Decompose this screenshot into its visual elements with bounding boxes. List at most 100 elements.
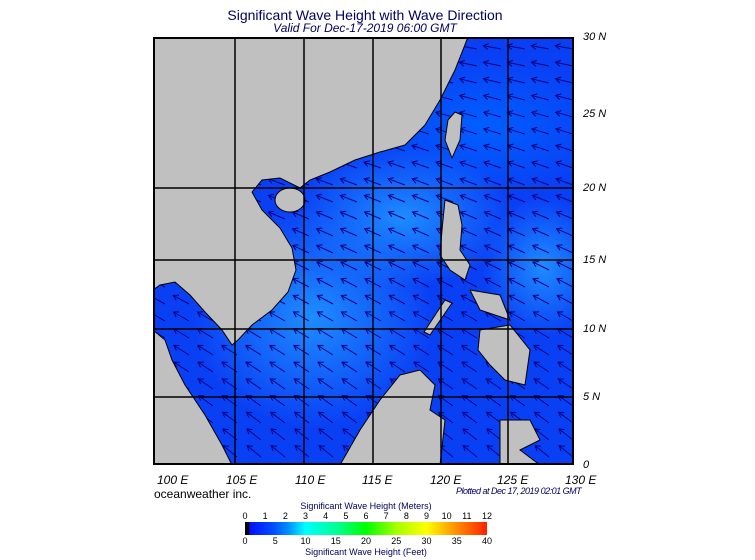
wave-direction-arrow bbox=[556, 261, 574, 271]
wave-direction-arrow bbox=[316, 294, 334, 305]
wave-direction-arrow bbox=[315, 193, 334, 203]
wave-direction-arrow bbox=[291, 244, 310, 254]
wave-direction-arrow bbox=[461, 361, 478, 373]
wave-direction-arrow bbox=[483, 227, 502, 237]
wave-direction-arrow bbox=[554, 110, 574, 118]
feet-tick: 0 bbox=[242, 536, 248, 546]
wave-direction-arrow bbox=[412, 277, 430, 288]
wave-direction-arrow bbox=[483, 160, 502, 169]
wave-direction-arrow bbox=[292, 294, 310, 305]
wave-direction-arrow bbox=[412, 311, 430, 322]
wave-direction-arrow bbox=[317, 361, 334, 373]
wave-direction-arrow bbox=[460, 344, 478, 356]
wave-direction-arrow bbox=[339, 244, 358, 254]
wave-direction-arrow bbox=[339, 193, 358, 203]
wave-direction-arrow bbox=[315, 210, 334, 220]
lat-label: 25 N bbox=[583, 108, 607, 120]
wave-direction-arrow bbox=[340, 277, 358, 288]
meters-tick: 9 bbox=[423, 511, 429, 521]
land-taiwan bbox=[444, 111, 463, 160]
meters-tick: 5 bbox=[343, 511, 349, 521]
wave-direction-arrow bbox=[483, 193, 502, 203]
wave-direction-arrow bbox=[531, 193, 550, 203]
wave-direction-arrow bbox=[555, 160, 574, 169]
colorbar-feet-title: Significant Wave Height (Feet) bbox=[305, 547, 427, 557]
wave-direction-arrow bbox=[483, 244, 502, 254]
wave-direction-arrow bbox=[339, 177, 358, 186]
wave-direction-arrow bbox=[554, 143, 574, 152]
wave-direction-arrow bbox=[531, 227, 550, 237]
lon-label: 100 E bbox=[157, 473, 189, 487]
wave-direction-arrow bbox=[484, 261, 502, 271]
plotted-timestamp: Plotted at Dec 17, 2019 02:01 GMT bbox=[456, 486, 582, 496]
wave-direction-arrow bbox=[342, 428, 358, 441]
wave-direction-arrow bbox=[554, 76, 574, 84]
wave-direction-arrow bbox=[388, 311, 406, 322]
wave-direction-arrow bbox=[267, 210, 286, 220]
wave-direction-arrow bbox=[482, 110, 502, 118]
feet-tick: 35 bbox=[451, 536, 462, 546]
wave-direction-arrow bbox=[411, 177, 430, 186]
wave-direction-arrow bbox=[482, 43, 502, 50]
wave-direction-arrow bbox=[485, 378, 502, 390]
meters-tick: 4 bbox=[323, 511, 329, 521]
feet-tick: 25 bbox=[391, 536, 402, 546]
wave-direction-arrow bbox=[461, 411, 478, 424]
wave-direction-arrow bbox=[340, 344, 358, 356]
wave-direction-arrow bbox=[508, 261, 526, 271]
lon-label: 105 E bbox=[226, 473, 258, 487]
wave-direction-arrow bbox=[482, 76, 502, 84]
wave-direction-arrow bbox=[460, 311, 478, 322]
land-visayas bbox=[469, 289, 511, 321]
wave-direction-arrow bbox=[486, 444, 502, 458]
meters-tick: 6 bbox=[363, 511, 369, 521]
wave-direction-arrow bbox=[485, 411, 502, 424]
wave-direction-arrow bbox=[387, 227, 406, 237]
wave-direction-arrow bbox=[246, 444, 262, 458]
graticule bbox=[153, 37, 574, 465]
wave-direction-arrow bbox=[483, 177, 502, 186]
wave-direction-arrow bbox=[196, 344, 214, 356]
wave-direction-arrow bbox=[244, 344, 262, 356]
wave-direction-arrow bbox=[532, 261, 550, 271]
wave-direction-arrow bbox=[556, 311, 574, 322]
wave-direction-arrow bbox=[318, 444, 334, 458]
wave-direction-arrow bbox=[459, 160, 478, 169]
wave-direction-arrow bbox=[410, 143, 430, 152]
wave-direction-arrow bbox=[339, 227, 358, 237]
wave-direction-arrow bbox=[531, 177, 550, 186]
wave-direction-arrow bbox=[388, 344, 406, 356]
wave-direction-arrow bbox=[531, 160, 550, 169]
wave-direction-arrow bbox=[245, 411, 262, 424]
lat-label: 10 N bbox=[583, 323, 607, 335]
wave-direction-arrow bbox=[315, 177, 334, 186]
colorbar-meters-title: Significant Wave Height (Meters) bbox=[300, 501, 432, 511]
lon-label: 120 E bbox=[430, 473, 462, 487]
wave-direction-arrow bbox=[482, 126, 502, 135]
wave-direction-arrow bbox=[530, 43, 550, 50]
feet-tick: 5 bbox=[272, 536, 278, 546]
wave-direction-arrow bbox=[291, 227, 310, 237]
wave-direction-arrow bbox=[555, 227, 574, 237]
wave-direction-arrow bbox=[557, 378, 574, 390]
meters-tick: 3 bbox=[302, 511, 308, 521]
wave-direction-arrow bbox=[316, 277, 334, 288]
lon-label: 130 E bbox=[565, 473, 597, 487]
wave-direction-arrow bbox=[533, 361, 550, 373]
wave-direction-arrow bbox=[534, 444, 550, 458]
wave-direction-arrow bbox=[435, 177, 454, 186]
wave-direction-arrow bbox=[557, 361, 574, 373]
wave-direction-arrow bbox=[532, 294, 550, 305]
wave-direction-arrow bbox=[268, 344, 286, 356]
wave-direction-arrow bbox=[532, 277, 550, 288]
wave-direction-arrow bbox=[387, 244, 406, 254]
wave-direction-arrow bbox=[555, 244, 574, 254]
wave-direction-arrow bbox=[245, 378, 262, 390]
wave-height-map bbox=[153, 37, 574, 465]
lon-label: 125 E bbox=[497, 473, 529, 487]
wave-direction-arrow bbox=[172, 344, 190, 356]
wave-direction-arrow bbox=[340, 311, 358, 322]
wave-direction-arrow bbox=[340, 294, 358, 305]
wave-direction-arrow bbox=[173, 361, 190, 373]
wave-direction-arrow bbox=[246, 428, 262, 441]
